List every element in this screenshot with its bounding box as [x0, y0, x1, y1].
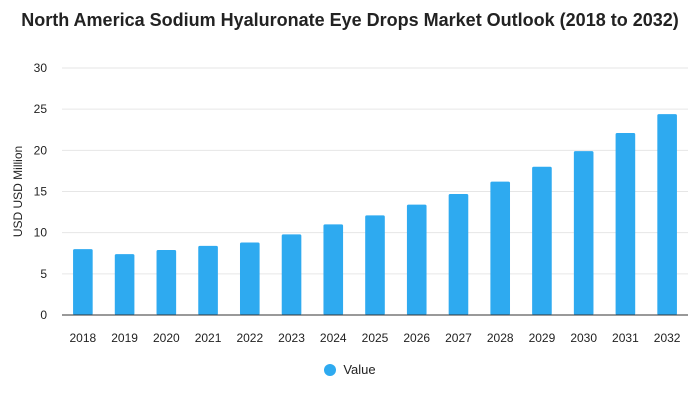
bar-2021: [198, 245, 218, 315]
x-axis-ticks: 2018 2019 2020 2021 2022 2023 2024 2025 2026 2027…: [70, 331, 681, 345]
x-tick-label: 2030: [570, 331, 597, 345]
bar-2022: [239, 242, 260, 315]
y-tick-label: 15: [34, 185, 48, 199]
legend-swatch: [324, 363, 337, 376]
x-tick-label: 2029: [529, 331, 556, 345]
x-tick-label: 2018: [70, 331, 97, 345]
bars: [73, 114, 677, 316]
bar-2023: [281, 234, 302, 315]
bar-2029: [532, 166, 552, 315]
x-tick-label: 2022: [236, 331, 263, 345]
chart-title: North America Sodium Hyaluronate Eye Dro…: [21, 10, 679, 30]
bar-2024: [323, 224, 344, 315]
y-tick-label: 10: [34, 226, 48, 240]
y-tick-label: 5: [40, 267, 47, 281]
bar-2018: [73, 249, 93, 315]
bar-2031: [615, 133, 636, 315]
x-tick-label: 2026: [403, 331, 430, 345]
x-tick-label: 2025: [362, 331, 389, 345]
legend: Value: [0, 362, 700, 377]
x-tick-label: 2023: [278, 331, 305, 345]
y-tick-label: 0: [40, 308, 47, 322]
y-axis-ticks: 0 5 10 15 20 25 30: [34, 61, 48, 322]
x-tick-label: 2027: [445, 331, 472, 345]
bar-2030: [573, 151, 594, 315]
y-tick-label: 20: [34, 143, 48, 157]
x-tick-label: 2031: [612, 331, 639, 345]
bar-2019: [114, 254, 135, 315]
bar-2032: [657, 114, 677, 316]
y-axis-title: USD USD Million: [11, 146, 25, 237]
bar-2020: [156, 249, 177, 315]
x-tick-label: 2024: [320, 331, 347, 345]
bar-2028: [490, 181, 511, 315]
legend-label: Value: [343, 362, 376, 377]
x-tick-label: 2021: [195, 331, 222, 345]
bar-2027: [448, 193, 469, 315]
y-tick-label: 25: [34, 102, 48, 116]
bar-2025: [365, 215, 385, 315]
y-tick-label: 30: [34, 61, 48, 75]
x-tick-label: 2020: [153, 331, 180, 345]
x-tick-label: 2019: [111, 331, 138, 345]
x-tick-label: 2032: [654, 331, 681, 345]
x-tick-label: 2028: [487, 331, 514, 345]
bar-2026: [406, 204, 427, 315]
